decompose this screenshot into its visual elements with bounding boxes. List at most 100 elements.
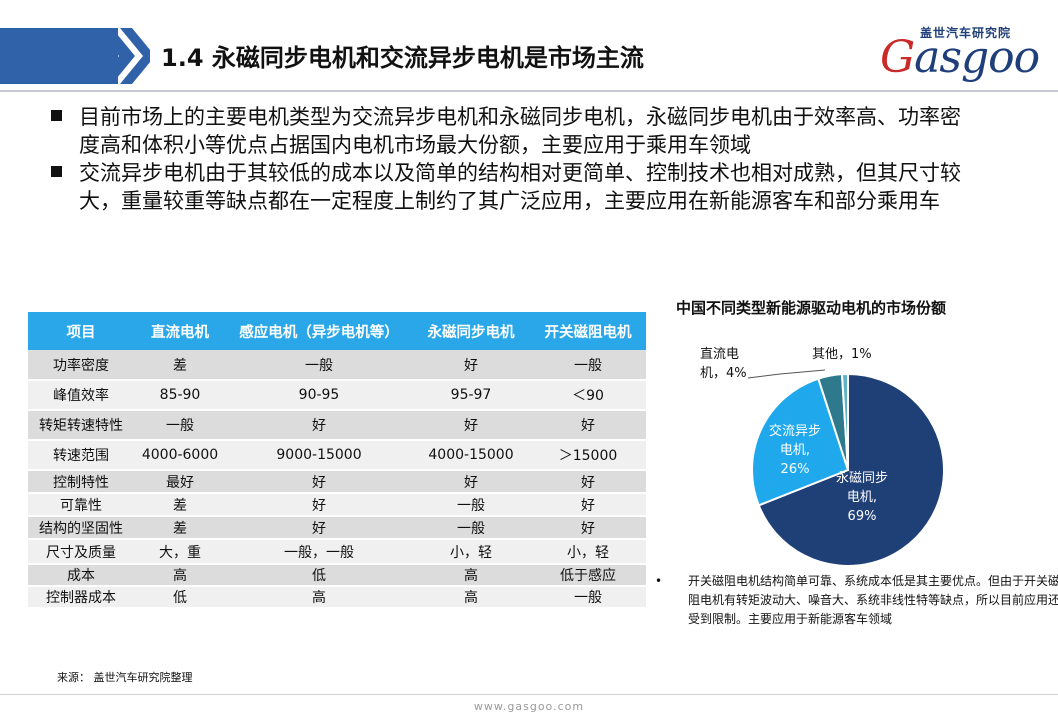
table-cell: 一般 — [530, 586, 646, 609]
pie-label-line: 机，4% — [700, 366, 747, 381]
table-row: 成本高低高低于感应 — [28, 564, 646, 587]
table-row: 控制特性 最好好好好 — [28, 470, 646, 494]
chart-title: 中国不同类型新能源驱动电机的市场份额 — [676, 299, 947, 317]
motor-comparison-table: 项目 直流电机 感应电机（异步电机等） 永磁同步电机 开关磁阻电机 功率密度差一… — [28, 312, 646, 609]
footer-url: www.gasgoo.com — [473, 700, 585, 713]
table-cell: 低 — [134, 586, 226, 609]
bullet-item: 目前市场上的主要电机类型为交流异步电机和永磁同步电机，永磁同步电机由于效率高、功… — [47, 103, 977, 159]
table-cell: 好 — [226, 493, 412, 517]
pie-label-line: 其他，1% — [812, 347, 872, 362]
bullet-list: 目前市场上的主要电机类型为交流异步电机和永磁同步电机，永磁同步电机由于效率高、功… — [47, 103, 977, 215]
pie-label-line: 交流异步 — [769, 423, 821, 439]
pie-label-line: 永磁同步 — [836, 471, 888, 486]
pie-slice — [751, 377, 850, 507]
table-row: 尺寸及质量 大，重 一般，一般 小，轻 小，轻 — [28, 539, 646, 565]
table-cell: 大，重 — [134, 539, 226, 565]
table-cell: 9000-15000 — [226, 440, 412, 471]
market-share-pie-chart: 永磁同步电机, 69% 交流异步电机, 26% 直流电机，4% 其他，1% — [700, 347, 945, 567]
column-header: 开关磁阻电机 — [530, 312, 646, 350]
table-cell: 差 — [134, 493, 226, 517]
pie-slice-label: 其他，1% — [812, 347, 872, 362]
table-row: 结构的坚固性差好一般好 — [28, 516, 646, 540]
header-divider — [0, 90, 1058, 92]
table-cell: 一般 — [226, 350, 412, 381]
table-cell: 一般 — [412, 493, 530, 517]
table-cell: 一般，一般 — [226, 539, 412, 565]
table-cell: 成本 — [28, 564, 134, 587]
column-header: 项目 — [28, 312, 134, 350]
pie-slice — [840, 372, 849, 471]
table-cell: 85-90 — [134, 380, 226, 411]
header-chevron-icon — [96, 28, 150, 84]
table-cell: 控制器成本 — [28, 586, 134, 609]
table-row: 可靠性差好一般好 — [28, 493, 646, 517]
table-cell: 峰值效率 — [28, 380, 134, 411]
square-bullet-icon — [51, 110, 62, 121]
table-cell: ＜90 — [530, 380, 646, 411]
table-cell: 低于感应 — [530, 564, 646, 587]
pie-label-line: 26% — [781, 462, 810, 477]
table-cell: 90-95 — [226, 380, 412, 411]
table-cell: 小，轻 — [530, 539, 646, 565]
table-cell: 一般 — [530, 350, 646, 381]
source-note: 来源： 盖世汽车研究院整理 — [57, 671, 193, 684]
column-header: 直流电机 — [134, 312, 226, 350]
table-cell: 好 — [530, 470, 646, 494]
table-cell: ＞15000 — [530, 440, 646, 471]
table-cell: 差 — [134, 350, 226, 381]
table-header-row: 项目 直流电机 感应电机（异步电机等） 永磁同步电机 开关磁阻电机 — [28, 312, 646, 350]
table-cell: 差 — [134, 516, 226, 540]
pie-slice-label: 交流异步电机, 26% — [769, 423, 821, 477]
gasgoo-logo: Gasgoo — [880, 32, 1040, 83]
bullet-text: 目前市场上的主要电机类型为交流异步电机和永磁同步电机，永磁同步电机由于效率高、功… — [79, 105, 961, 157]
bullet-text: 交流异步电机由于其较低的成本以及简单的结构相对更简单、控制技术也相对成熟，但其尺… — [79, 161, 961, 213]
table-cell: 好 — [530, 410, 646, 441]
table-cell: 4000-15000 — [412, 440, 530, 471]
table-cell: 可靠性 — [28, 493, 134, 517]
table-cell: 95-97 — [412, 380, 530, 411]
table-row: 转矩转速特性 一般好好好 — [28, 410, 646, 441]
table-cell: 小，轻 — [412, 539, 530, 565]
table-cell: 高 — [226, 586, 412, 609]
pie-label-line: 直流电 — [700, 347, 739, 362]
table-cell: 好 — [412, 470, 530, 494]
table-cell: 好 — [226, 470, 412, 494]
table-cell: 好 — [530, 493, 646, 517]
table-cell: 控制特性 — [28, 470, 134, 494]
table-cell: 高 — [134, 564, 226, 587]
table-cell: 转速范围 — [28, 440, 134, 471]
table-cell: 最好 — [134, 470, 226, 494]
table-cell: 好 — [412, 350, 530, 381]
table-cell: 4000-6000 — [134, 440, 226, 471]
page-title: 1.4 永磁同步电机和交流异步电机是市场主流 — [161, 44, 644, 72]
logo-cn-text: 盖世汽车研究院 — [920, 26, 1012, 40]
table-cell: 好 — [530, 516, 646, 540]
table-cell: 转矩转速特性 — [28, 410, 134, 441]
header-bar: 1.4 永磁同步电机和交流异步电机是市场主流 盖世汽车研究院 Gasgoo — [0, 0, 1058, 90]
table-cell: 功率密度 — [28, 350, 134, 381]
note-text: 开关磁阻电机结构简单可靠、系统成本低是其主要优点。但由于开关磁阻电机有转矩波动大… — [688, 574, 1058, 626]
footer-divider — [0, 694, 1058, 695]
header-accent-band — [0, 28, 118, 84]
table-row: 控制器成本低高高一般 — [28, 586, 646, 609]
column-header: 永磁同步电机 — [412, 312, 530, 350]
note-bullet: • — [655, 574, 663, 588]
table-cell: 一般 — [412, 516, 530, 540]
table-cell: 高 — [412, 564, 530, 587]
pie-slice-label: 直流电机，4% — [700, 347, 747, 381]
table-cell: 一般 — [134, 410, 226, 441]
pie-slice-label: 永磁同步电机, 69% — [836, 471, 888, 524]
bullet-item: 交流异步电机由于其较低的成本以及简单的结构相对更简单、控制技术也相对成熟，但其尺… — [47, 159, 977, 215]
table-cell: 尺寸及质量 — [28, 539, 134, 565]
table-cell: 好 — [226, 410, 412, 441]
table-cell: 好 — [412, 410, 530, 441]
table-cell: 结构的坚固性 — [28, 516, 134, 540]
pie-label-line: 69% — [848, 509, 877, 524]
table-row: 转速范围 4000-6000 9000-15000 4000-15000 ＞15000 — [28, 440, 646, 471]
table-cell: 高 — [412, 586, 530, 609]
pie-label-line: 电机, — [847, 490, 877, 505]
leader-line — [747, 369, 826, 379]
table-row: 峰值效率 85-90 90-95 95-97 ＜90 — [28, 380, 646, 411]
square-bullet-icon — [51, 166, 62, 177]
table-row: 功率密度差一般好一般 — [28, 350, 646, 381]
